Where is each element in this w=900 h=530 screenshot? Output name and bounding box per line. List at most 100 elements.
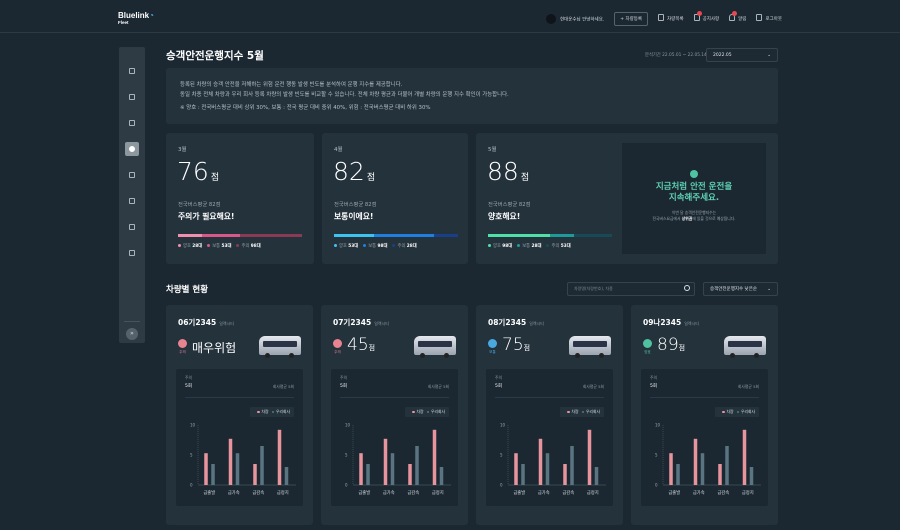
event-chart: 주의 5회 회사평균 5회 차량 우리회사 0 5 10 급출발 급가속 급감속 급정지 <box>486 369 613 506</box>
vehicle-model: 일렉시티 <box>374 321 389 326</box>
status-message: 양호해요! <box>488 212 521 221</box>
bar-차량 <box>693 438 698 485</box>
sidebar-item-location[interactable] <box>125 168 139 182</box>
y-tick-label: 5 <box>345 453 348 458</box>
sidebar-item-dashboard[interactable] <box>125 64 139 78</box>
chevron-down-icon: ⌄ <box>767 286 771 292</box>
event-chart: 주의 5회 회사평균 5회 차량 우리회사 0 5 10 급출발 급가속 급감속 급정지 <box>641 369 768 506</box>
vehicle-card[interactable]: 07기2345 일렉시티 주의 45점 주의 5회 회사평균 5회 차량 우리회사 0 5 10 급출발… <box>321 305 468 525</box>
bar-차량 <box>538 438 543 485</box>
legend-label: 차량 <box>261 409 269 414</box>
notice-link[interactable]: 공지사항 <box>693 11 719 22</box>
x-tick-label: 급감속 <box>252 489 264 496</box>
chart-header-label: 주의 <box>495 375 502 380</box>
distribution-bar <box>178 234 302 237</box>
sidebar-item-bus[interactable] <box>125 90 139 104</box>
bar-차량 <box>253 464 257 485</box>
vehicle-model: 일렉시티 <box>219 321 234 326</box>
smile-icon <box>690 170 698 178</box>
y-tick-label: 10 <box>190 423 196 428</box>
x-tick-label: 급가속 <box>383 489 395 496</box>
divider <box>495 397 604 398</box>
legend-item: 보통 53대 <box>207 243 231 249</box>
logout-icon <box>756 14 763 21</box>
sidebar: » <box>119 47 145 343</box>
chart-header-value: 5회 <box>495 384 503 389</box>
y-tick-label: 0 <box>190 483 193 488</box>
x-tick-label: 급출발 <box>203 489 215 496</box>
sidebar-item-document[interactable] <box>125 194 139 208</box>
bar-segment <box>488 234 550 237</box>
bar-차량 <box>277 429 282 485</box>
legend-dot <box>334 244 337 247</box>
expand-sidebar-button[interactable]: » <box>126 328 138 340</box>
description-box: 등록된 차량의 승객 안전을 저해하는 위험 운전 행동 발생 빈도를 분석하여… <box>166 68 778 124</box>
month-select[interactable]: 2022.05 ⌄ <box>706 48 778 62</box>
legend-label: 우리회사 <box>741 409 755 414</box>
bar-segment <box>334 234 374 237</box>
x-tick-label: 급감속 <box>407 489 419 496</box>
bar-chart: 0 5 10 급출발 급가속 급감속 급정지 <box>500 423 606 496</box>
bar-차량 <box>228 438 233 485</box>
y-tick-label: 5 <box>655 453 658 458</box>
legend-dot <box>488 244 491 247</box>
vehicle-list-link[interactable]: 차량목록 <box>658 14 684 22</box>
bar-우리회사 <box>235 453 240 485</box>
new-badge <box>696 11 702 16</box>
sidebar-item-settings[interactable] <box>125 246 139 260</box>
company-average: 회사평균 5회 <box>737 384 759 389</box>
chart-legend: 차량 우리회사 <box>560 407 604 417</box>
logout-link[interactable]: 로그아웃 <box>756 14 782 22</box>
bar-segment <box>239 234 302 237</box>
alarm-link[interactable]: 알림 <box>729 11 746 22</box>
legend-item: 양호 98대 <box>488 243 512 249</box>
avatar <box>546 14 556 24</box>
chart-legend: 차량 우리회사 <box>250 407 294 417</box>
vehicle-card[interactable]: 09나2345 일렉시티 양호 89점 주의 5회 회사평균 5회 차량 우리회사 0 5 10 급출발… <box>631 305 778 525</box>
legend-label: 우리회사 <box>431 409 445 414</box>
legend-item: 보통 98대 <box>363 243 387 249</box>
status-label: 양호 <box>644 350 651 354</box>
gauge-icon <box>129 146 135 152</box>
bar-우리회사 <box>390 453 395 485</box>
logo[interactable]: Bluelink◔ Fleet <box>118 11 154 25</box>
bus-image <box>414 336 456 358</box>
legend: 양호 98대 보통 28대 주의 53대 <box>488 243 571 249</box>
chart-header-label: 주의 <box>185 375 192 380</box>
x-tick-label: 급정지 <box>587 489 599 496</box>
legend-dot <box>363 244 367 247</box>
legend-dot <box>736 410 740 414</box>
score: 76 점 <box>177 157 220 186</box>
legend-item: 양호 28대 <box>178 243 202 249</box>
legend-dot <box>581 410 585 414</box>
bar-우리회사 <box>570 446 574 485</box>
national-average: 전국버스평균 82점 <box>178 202 221 208</box>
sidebar-item-chart[interactable] <box>125 116 139 130</box>
register-vehicle-button[interactable]: + 차량등록 <box>614 12 649 26</box>
bar-차량 <box>514 453 518 485</box>
month-label: 4월 <box>334 147 343 153</box>
sidebar-item-gauge[interactable] <box>125 142 139 156</box>
vehicle-search-input[interactable]: 차량명(차량번호), 차종 <box>567 282 695 296</box>
legend-dot <box>236 244 240 247</box>
legend-dot <box>546 244 550 247</box>
smile-face-icon <box>643 339 652 348</box>
bar-우리회사 <box>260 446 264 485</box>
bar-segment <box>178 234 202 237</box>
legend-dot <box>207 244 211 247</box>
sort-select[interactable]: 승객안전운행지수 낮은순 ⌄ <box>703 282 778 296</box>
vehicle-card[interactable]: 06기2345 일렉시티 주의 매우위험 주의 5회 회사평균 5회 차량 우리회사 0 5 10 급출… <box>166 305 313 525</box>
sidebar-item-download[interactable] <box>125 220 139 234</box>
chart-header-value: 5회 <box>650 384 658 389</box>
month-card: 4월 82 점 전국버스평균 82점 보통이에요! 양호 53대 보통 98대 주의 28대 <box>322 133 468 264</box>
bar-우리회사 <box>366 464 370 485</box>
vehicle-card[interactable]: 08기2345 일렉시티 보통 75점 주의 5회 회사평균 5회 차량 우리회사 0 5 10 급출발… <box>476 305 623 525</box>
bar-차량 <box>669 453 673 485</box>
x-tick-label: 급가속 <box>228 489 240 496</box>
bus-image <box>569 336 611 358</box>
chevron-down-icon: ⌄ <box>767 52 771 58</box>
y-tick-label: 5 <box>500 453 503 458</box>
search-icon[interactable] <box>684 285 690 291</box>
y-tick-label: 0 <box>655 483 658 488</box>
company-average: 회사평균 5회 <box>272 384 294 389</box>
